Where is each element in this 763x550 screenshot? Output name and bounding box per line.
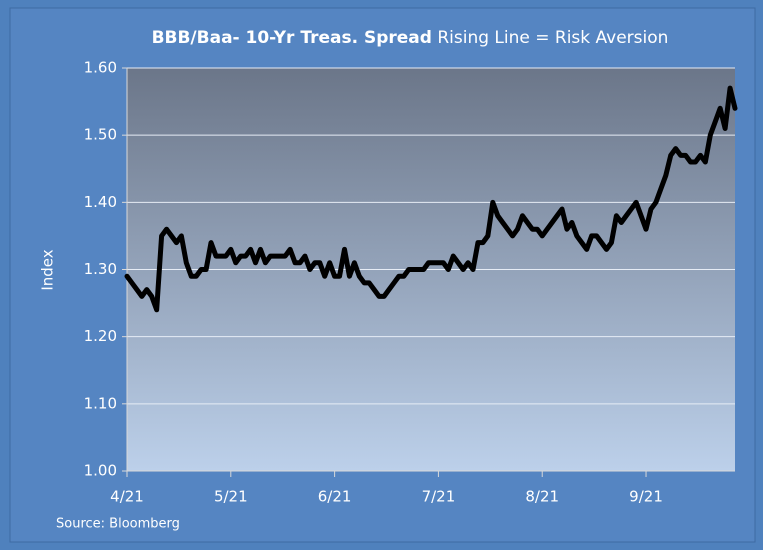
y-tick-label: 1.10	[84, 394, 117, 412]
y-tick-label: 1.40	[84, 193, 117, 211]
x-tick-label: 4/21	[110, 488, 144, 506]
x-tick-label: 7/21	[422, 488, 456, 506]
source-note: Source: Bloomberg	[56, 517, 180, 532]
y-tick-label: 1.20	[84, 327, 117, 345]
x-tick-label: 5/21	[214, 488, 248, 506]
chart-subtitle: Rising Line = Risk Aversion	[437, 28, 668, 48]
y-tick-label: 1.00	[84, 462, 117, 480]
data-line	[124, 85, 738, 313]
x-tick-label: 6/21	[318, 488, 352, 506]
y-tick-label: 1.60	[84, 59, 117, 77]
y-tick-label: 1.30	[84, 260, 117, 278]
y-tick-label: 1.50	[84, 126, 117, 144]
x-tick-label: 9/21	[629, 488, 663, 506]
chart-title-line: BBB/Baa- 10-Yr Treas. Spread Rising Line…	[152, 28, 669, 48]
y-axis-label: Index	[39, 249, 57, 290]
chart-title: BBB/Baa- 10-Yr Treas. Spread	[152, 28, 432, 48]
x-tick-label: 8/21	[525, 488, 559, 506]
